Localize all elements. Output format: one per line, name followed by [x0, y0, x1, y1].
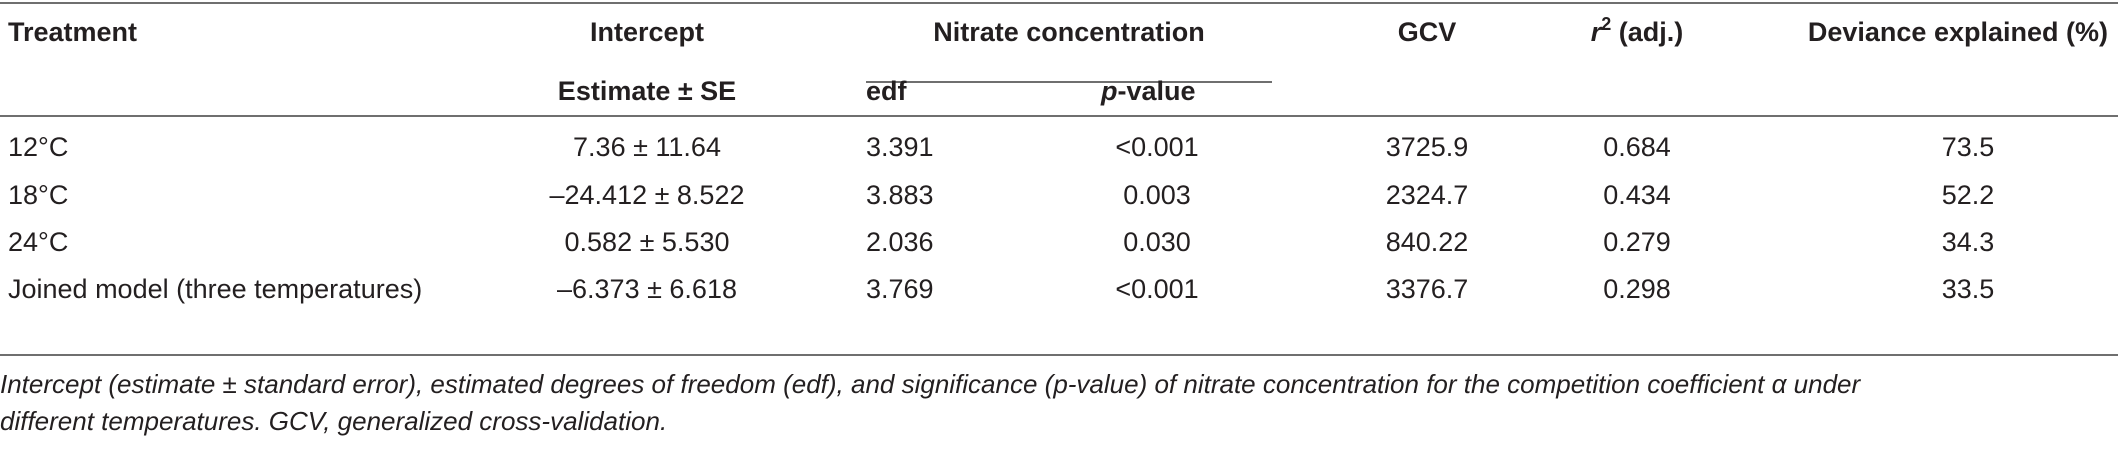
header-p-value: p-value: [1101, 75, 1196, 107]
row-3-edf: 2.036: [866, 227, 934, 257]
row-3-intercept: 0.582 ± 5.530: [564, 227, 730, 257]
row-3-r2: 0.279: [1603, 227, 1671, 257]
row-1-pvalue: <0.001: [1115, 132, 1199, 162]
row-4-intercept: –6.373 ± 6.618: [557, 274, 737, 304]
row-3-gcv: 840.22: [1385, 227, 1469, 257]
row-4-r2: 0.298: [1603, 274, 1671, 304]
row-3-treatment: 24°C: [8, 227, 69, 257]
row-3-deviance: 34.3: [1941, 227, 1995, 257]
header-r2-suffix: (adj.): [1611, 17, 1684, 47]
row-1-edf: 3.391: [866, 132, 934, 162]
header-edf: edf: [866, 76, 907, 106]
header-p-italic: p: [1101, 76, 1118, 106]
header-nitrate-concentration: Nitrate concentration: [933, 17, 1205, 47]
header-intercept: Intercept: [589, 17, 705, 47]
row-2-edf: 3.883: [866, 180, 934, 210]
row-1-treatment: 12°C: [8, 132, 69, 162]
header-deviance-explained: Deviance explained (%): [1807, 17, 2108, 47]
table-top-rule: [0, 2, 2118, 4]
header-r2-adj: r2 (adj.): [1590, 14, 1684, 51]
nitrate-subheader-rule: [866, 81, 1272, 83]
row-1-intercept: 7.36 ± 11.64: [573, 132, 721, 162]
row-4-deviance: 33.5: [1941, 274, 1995, 304]
header-treatment: Treatment: [8, 17, 138, 47]
header-estimate-se: Estimate ± SE: [557, 76, 737, 106]
table-bottom-rule: [0, 354, 2118, 356]
row-3-pvalue: 0.030: [1123, 227, 1191, 257]
header-gcv: GCV: [1397, 17, 1457, 47]
row-2-intercept: –24.412 ± 8.522: [549, 180, 745, 210]
row-2-treatment: 18°C: [8, 180, 69, 210]
row-4-gcv: 3376.7: [1385, 274, 1469, 304]
row-2-r2: 0.434: [1603, 180, 1671, 210]
row-4-edf: 3.769: [866, 274, 934, 304]
row-1-gcv: 3725.9: [1385, 132, 1469, 162]
header-r2-r: r: [1590, 17, 1602, 47]
caption-line-1: Intercept (estimate ± standard error), e…: [0, 369, 1861, 399]
row-2-pvalue: 0.003: [1123, 180, 1191, 210]
caption-line-2: different temperatures. GCV, generalized…: [0, 406, 668, 436]
row-1-r2: 0.684: [1603, 132, 1671, 162]
header-p-suffix: -value: [1117, 76, 1196, 106]
row-4-pvalue: <0.001: [1115, 274, 1199, 304]
row-4-treatment: Joined model (three temperatures): [8, 274, 423, 304]
row-1-deviance: 73.5: [1941, 132, 1995, 162]
table-header-rule: [0, 115, 2118, 117]
header-r2-superscript: 2: [1601, 14, 1612, 34]
table-caption: Intercept (estimate ± standard error), e…: [0, 366, 2110, 440]
row-2-gcv: 2324.7: [1385, 180, 1469, 210]
row-2-deviance: 52.2: [1941, 180, 1995, 210]
